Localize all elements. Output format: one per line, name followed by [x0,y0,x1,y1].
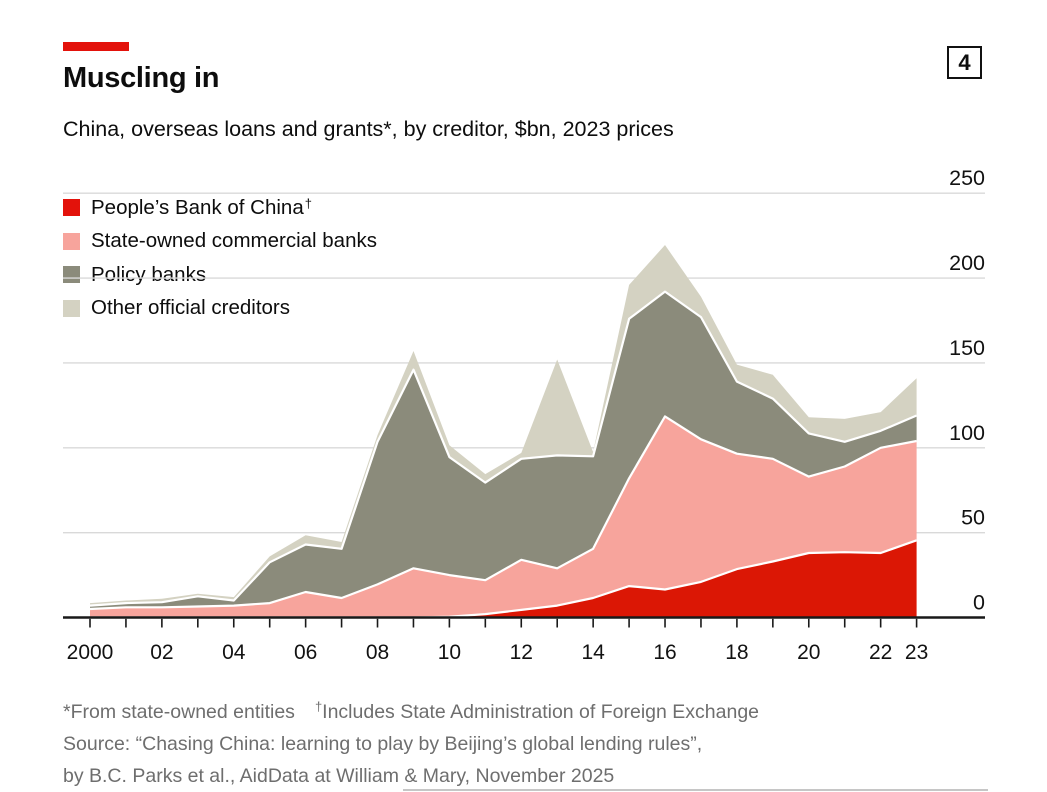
footnote-line-1: *From state-owned entities †Includes Stat… [63,691,983,728]
x-axis-label: 12 [510,641,533,664]
legend-label-pboc: People’s Bank of China [91,195,304,219]
area-people-s-bank-of-china [90,540,917,618]
legend-item-policy: Policy banks [63,258,377,292]
footnotes: *From state-owned entities †Includes Stat… [63,691,983,792]
legend-swatch-policy-icon [63,266,80,284]
legend-label-socb: State-owned commercial banks [91,229,377,253]
x-axis-label: 22 [869,641,892,664]
x-axis-label: 02 [150,641,173,664]
series-separator [89,290,918,607]
figure-number-badge: 4 [947,46,982,79]
x-axis-label: 20 [797,641,820,664]
bottom-rule [403,789,988,791]
x-axis-label: 04 [222,641,246,664]
legend-swatch-socb-icon [63,232,80,250]
chart-subtitle: China, overseas loans and grants*, by cr… [63,117,674,141]
legend-swatch-other-icon [63,299,80,317]
dagger-icon: † [314,699,323,714]
x-axis-label: 08 [366,641,389,664]
x-axis-label: 18 [725,641,748,664]
legend-label-other: Other official creditors [91,296,291,320]
legend-item-other: Other official creditors [63,292,377,326]
x-axis-label: 10 [438,641,461,664]
legend-item-socb: State-owned commercial banks [63,225,377,259]
x-axis-label: 2000 [67,641,114,664]
x-axis-label: 06 [294,641,317,664]
legend-swatch-pboc-icon [63,199,80,217]
y-axis-label: 0 [973,591,985,615]
x-axis-label: 23 [905,641,928,664]
page-title: Muscling in [63,62,220,94]
x-axis-label: 16 [653,641,676,664]
dagger-icon: † [304,195,312,211]
legend-label-policy: Policy banks [91,262,207,286]
footnote-dagger-text: Includes State Administration of Foreign… [322,701,760,723]
y-axis-label: 150 [949,336,985,360]
series-separator [89,415,917,611]
area-state-owned-commercial-banks [90,416,917,618]
y-axis-label: 100 [949,421,985,445]
area-policy-banks [90,291,917,609]
source-line-2: by B.C. Parks et al., AidData at William… [63,765,615,787]
footnote-asterisk: *From state-owned entities [63,701,295,723]
x-axis-label: 14 [581,641,605,664]
legend-item-pboc: People’s Bank of China† [63,191,377,225]
y-axis-label: 200 [949,251,985,275]
source-line-1: Source: “Chasing China: learning to play… [63,733,703,755]
accent-bar [63,42,129,51]
chart-legend: People’s Bank of China† State-owned comm… [63,191,377,325]
y-axis-label: 50 [961,506,985,530]
y-axis-label: 250 [949,166,985,190]
figure-number: 4 [958,49,971,75]
